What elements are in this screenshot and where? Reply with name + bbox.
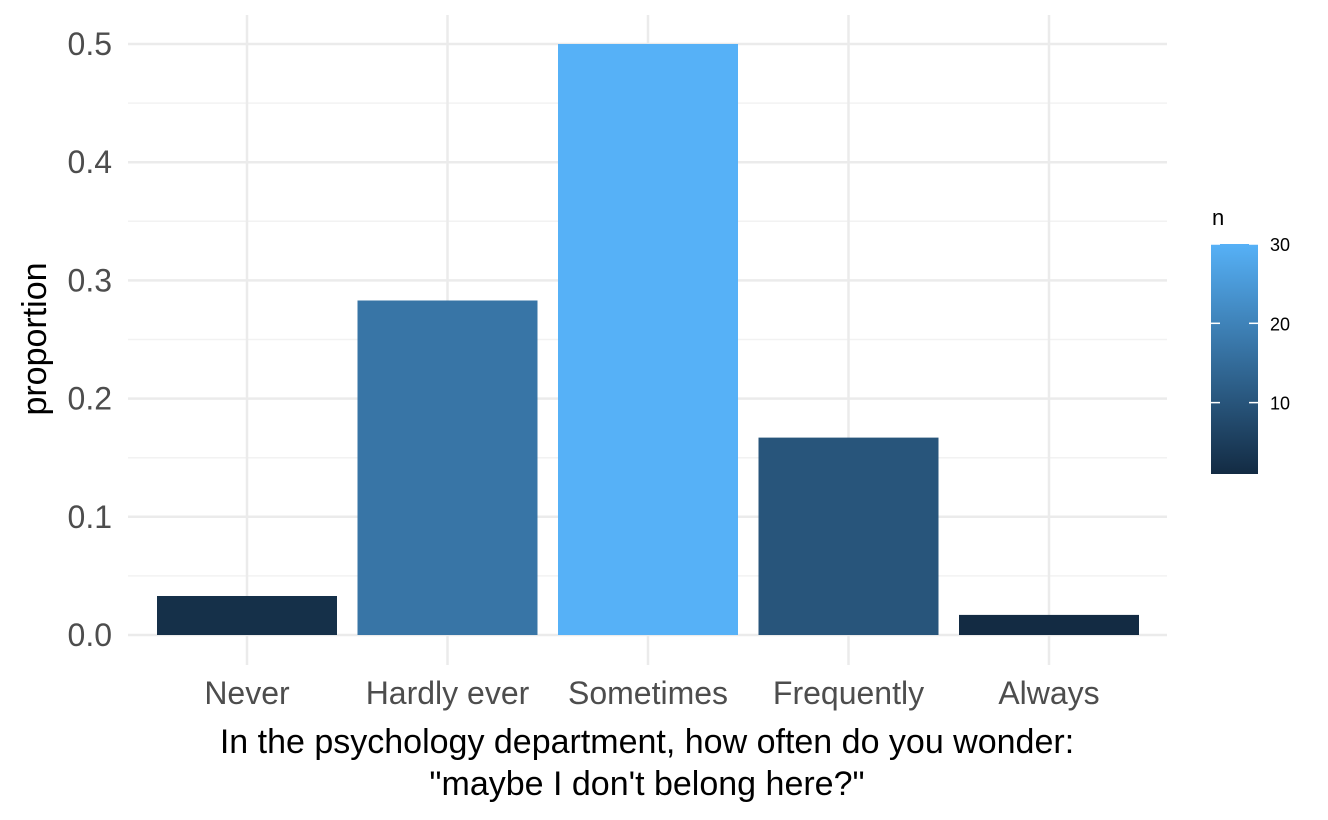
legend-tick-label: 10 — [1270, 394, 1290, 414]
bar-hardly-ever — [357, 300, 538, 635]
x-tick-label: Always — [998, 675, 1099, 711]
legend-tick-label: 20 — [1270, 314, 1290, 334]
bar-sometimes — [558, 44, 738, 635]
x-tick-label: Never — [204, 675, 290, 711]
y-tick-label: 0.5 — [68, 26, 112, 62]
x-axis-title-line-1: In the psychology department, how often … — [220, 723, 1074, 761]
x-tick-label: Hardly ever — [366, 675, 530, 711]
y-axis-title: proportion — [16, 262, 54, 415]
x-axis-ticks: Never Hardly ever Sometimes Frequently Alway… — [204, 675, 1099, 711]
y-tick-label: 0.2 — [68, 381, 112, 417]
legend-ticks: 10 20 30 — [1211, 235, 1290, 414]
legend-title: n — [1212, 205, 1224, 230]
y-tick-label: 0.0 — [68, 617, 112, 653]
legend: n 10 20 30 — [1211, 205, 1290, 474]
legend-colorbar — [1211, 244, 1258, 474]
y-tick-label: 0.3 — [68, 262, 112, 298]
x-tick-label: Frequently — [773, 675, 924, 711]
bars — [157, 44, 1139, 635]
y-axis-ticks: 0.0 0.1 0.2 0.3 0.4 0.5 — [68, 26, 112, 653]
bar-never — [157, 595, 337, 635]
legend-tick-label: 30 — [1270, 235, 1290, 255]
bar-always — [959, 614, 1139, 635]
x-tick-label: Sometimes — [568, 675, 728, 711]
x-axis-title-line-2: "maybe I don't belong here?" — [429, 765, 864, 803]
y-tick-label: 0.1 — [68, 499, 112, 535]
bar-frequently — [758, 437, 939, 635]
y-tick-label: 0.4 — [68, 144, 112, 180]
